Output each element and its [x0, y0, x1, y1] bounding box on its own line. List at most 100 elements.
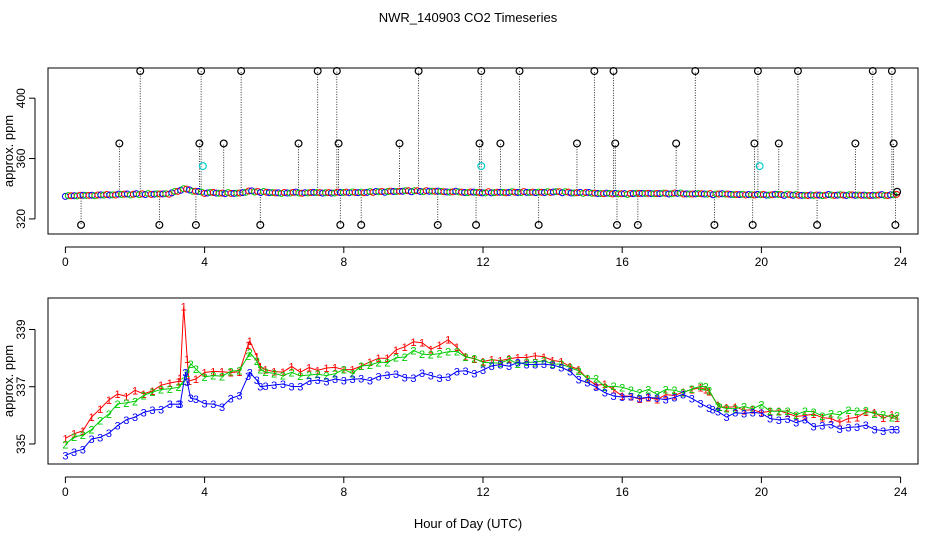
spike-point	[472, 220, 481, 229]
series-2-point: 2	[515, 359, 521, 371]
series-2-point: 2	[315, 369, 321, 381]
series-1-point: 1	[245, 340, 251, 352]
series-1-point: 1	[515, 352, 521, 364]
series-3-point: 3	[167, 399, 173, 411]
spike-point	[115, 139, 124, 148]
series-3-point: 3	[297, 382, 303, 394]
series-3-point: 3	[767, 414, 773, 426]
series-1-point: 1	[186, 376, 192, 388]
series-3-point: 3	[332, 374, 338, 386]
bottom-x-tick-label: 12	[476, 485, 490, 499]
series-1-point: 1	[367, 357, 373, 369]
series-3-point: 3	[149, 405, 155, 417]
series-1-point: 1	[894, 413, 900, 425]
series-1-point: 1	[497, 356, 503, 368]
series-3-point: 3	[541, 359, 547, 371]
spike-point	[774, 139, 783, 148]
series-3-point: 3	[863, 420, 869, 432]
series-3-point: 3	[436, 373, 442, 385]
series-3-point: 3	[358, 374, 364, 386]
series-2-point: 2	[776, 406, 782, 418]
spike-point	[887, 67, 896, 76]
series-3-point: 3	[680, 389, 686, 401]
series-3-point: 3	[710, 405, 716, 417]
series-3-point: 3	[750, 407, 756, 419]
series-3-point: 3	[463, 366, 469, 378]
series-2-point: 2	[228, 366, 234, 378]
series-2-point: 2	[436, 349, 442, 361]
spike-point	[219, 139, 228, 148]
series-1-point: 1	[297, 367, 303, 379]
series-3-point: 3	[550, 360, 556, 372]
bottom-x-tick-label: 20	[755, 485, 769, 499]
series-3-point: 3	[489, 361, 495, 373]
series-3-point: 3	[106, 428, 112, 440]
series-1-point: 1	[793, 411, 799, 423]
series-1-point: 1	[663, 390, 669, 402]
series-2-point: 2	[358, 361, 364, 373]
series-2-point: 2	[175, 382, 181, 394]
series-2-point: 2	[393, 353, 399, 365]
bottom-y-tick-label: 337	[14, 376, 28, 396]
series-1-point: 1	[332, 362, 338, 374]
series-3-point: 3	[706, 403, 712, 415]
series-2-point: 2	[193, 364, 199, 376]
series-2-point: 2	[123, 398, 129, 410]
series-2-point: 2	[863, 406, 869, 418]
series-3-point: 3	[410, 373, 416, 385]
spike-point	[672, 139, 681, 148]
series-1-point: 1	[558, 357, 564, 369]
series-1-point: 1	[880, 413, 886, 425]
spike-point	[496, 139, 505, 148]
series-2-point: 2	[637, 388, 643, 400]
series-2-line	[65, 349, 898, 445]
series-2-point: 2	[576, 366, 582, 378]
spike-point	[889, 139, 898, 148]
x-axis-label: Hour of Day (UTC)	[414, 516, 522, 531]
series-2-point: 2	[845, 405, 851, 417]
series-2-point: 2	[645, 384, 651, 396]
series-3-point: 3	[610, 391, 616, 403]
series-2-point: 2	[819, 411, 825, 423]
series-3-point: 3	[732, 408, 738, 420]
series-1-point: 1	[341, 365, 347, 377]
series-3-point: 3	[584, 378, 590, 390]
series-3-point: 3	[776, 415, 782, 427]
series-3-point: 3	[602, 388, 608, 400]
series-3-point: 3	[367, 376, 373, 388]
series-2-point: 2	[367, 360, 373, 372]
series-2-point: 2	[610, 381, 616, 393]
series-3-point: 3	[784, 414, 790, 426]
series-2-point: 2	[202, 372, 208, 384]
series-1-point: 1	[228, 368, 234, 380]
highlight-point	[755, 162, 764, 171]
series-2-point: 2	[671, 385, 677, 397]
series-3-point: 3	[854, 422, 860, 434]
series-2-point: 2	[80, 430, 86, 442]
series-2-point: 2	[71, 432, 77, 444]
spike-point	[793, 67, 802, 76]
series-3-point: 3	[793, 418, 799, 430]
series-2-point: 2	[619, 382, 625, 394]
highlight-point	[477, 162, 486, 171]
series-1-point: 1	[202, 367, 208, 379]
series-1-point: 1	[262, 365, 268, 377]
series-1-point: 1	[889, 409, 895, 421]
spike-point	[414, 67, 423, 76]
series-1-point: 1	[323, 363, 329, 375]
series-3-point: 3	[697, 398, 703, 410]
series-1-point: 1	[828, 413, 834, 425]
series-1-point: 1	[671, 390, 677, 402]
series-3-point: 3	[306, 376, 312, 388]
series-3-point: 3	[158, 404, 164, 416]
series-3-point: 3	[758, 408, 764, 420]
bottom-x-tick-label: 4	[201, 485, 208, 499]
series-3-point: 3	[245, 371, 251, 383]
series-2-point: 2	[210, 370, 216, 382]
series-2-point: 2	[480, 357, 486, 369]
series-1-point: 1	[523, 353, 529, 365]
series-3-line	[65, 361, 898, 456]
series-2-point: 2	[767, 406, 773, 418]
